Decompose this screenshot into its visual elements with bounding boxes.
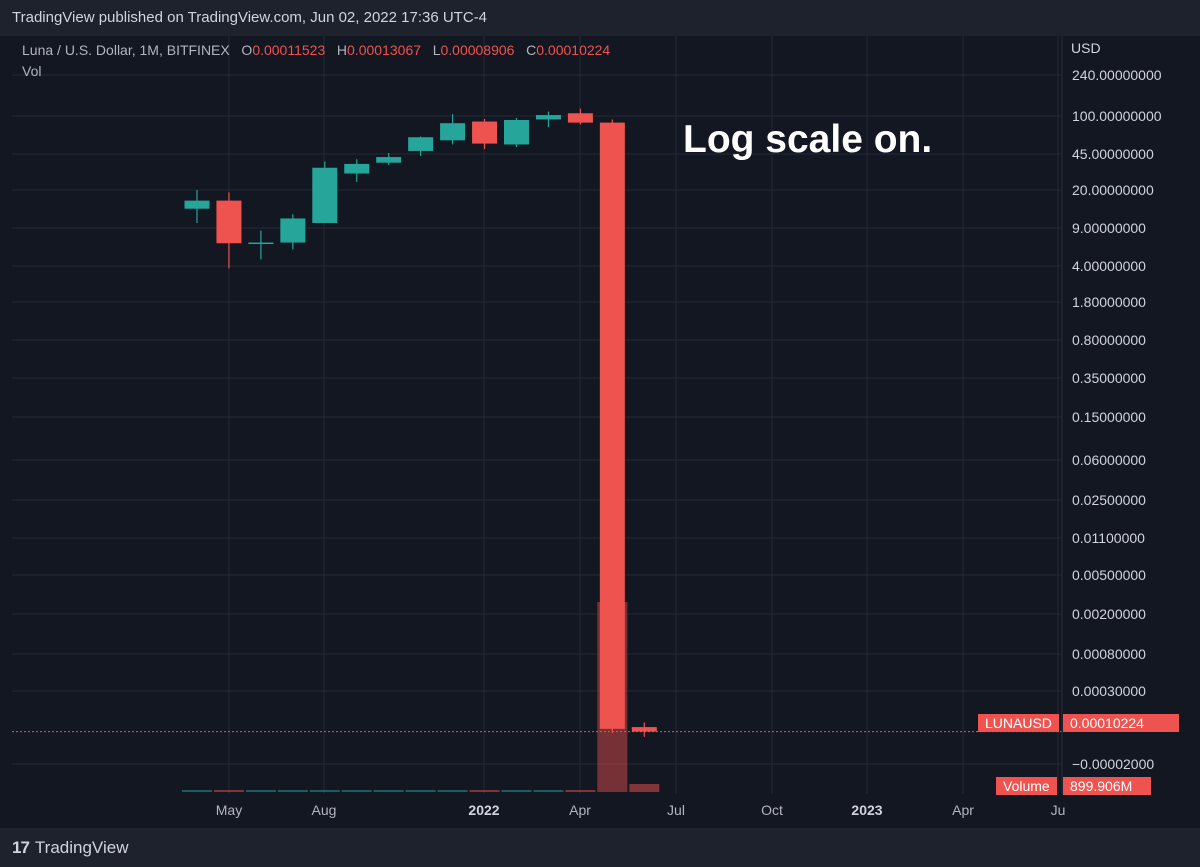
volume-bar [405, 790, 436, 792]
price-tick-label: −0.00002000 [1072, 756, 1155, 772]
candle-body [216, 200, 242, 244]
high-label: H [336, 42, 348, 58]
candle-body [248, 242, 274, 245]
price-tick-label: 0.00500000 [1072, 567, 1146, 583]
footer-bar [0, 828, 1200, 867]
candle-body [312, 167, 338, 223]
candle-body [599, 122, 625, 729]
price-tick-label: 0.02500000 [1072, 492, 1146, 508]
price-tick-label: 4.00000000 [1072, 258, 1146, 274]
volume-bar [277, 790, 308, 792]
volume-badge-label: Volume [996, 777, 1057, 795]
candle-body [376, 157, 402, 163]
symbol-badge: LUNAUSD [978, 714, 1059, 732]
candle-body [631, 727, 657, 732]
time-tick-label: May [215, 802, 243, 818]
time-tick-label: Jul [667, 802, 685, 818]
volume-bar [182, 790, 212, 792]
candle-body [408, 137, 434, 151]
price-tick-label: 0.00200000 [1072, 606, 1146, 622]
open-value: 0.00011523 [252, 42, 326, 58]
price-tick-label: 240.00000000 [1072, 67, 1162, 83]
low-value: 0.00008906 [440, 42, 515, 58]
volume-bar [565, 790, 596, 792]
price-tick-label: 0.35000000 [1072, 370, 1146, 386]
header-bar: TradingView published on TradingView.com… [0, 0, 1200, 36]
candle-body [184, 200, 210, 209]
volume-bar [469, 790, 500, 792]
time-tick-label: Ju [1050, 802, 1066, 818]
volume-bar [213, 790, 244, 792]
candle-body [567, 113, 593, 123]
time-tick-label: 2022 [468, 802, 500, 818]
price-tick-label: 9.00000000 [1072, 220, 1146, 236]
volume-bar [629, 784, 660, 792]
high-value: 0.00013067 [347, 42, 422, 58]
open-label: O [241, 42, 253, 58]
price-tick-label: 0.06000000 [1072, 452, 1146, 468]
volume-bar [437, 790, 468, 792]
candle-body [344, 163, 370, 174]
price-tick-label: 0.15000000 [1072, 409, 1146, 425]
volume-bar [501, 790, 532, 792]
volume-badge-value: 899.906M [1063, 777, 1151, 795]
time-tick-label: Apr [569, 802, 591, 818]
volume-bar [245, 790, 276, 792]
volume-bar [309, 790, 340, 792]
symbol-legend: Luna / U.S. Dollar, 1M, BITFINEX O0.0001… [22, 42, 610, 58]
price-tick-label: 45.00000000 [1072, 146, 1154, 162]
tradingview-logo-icon: 17 [12, 838, 30, 857]
price-tick-label: 0.00030000 [1072, 683, 1146, 699]
price-tick-label: 100.00000000 [1072, 108, 1162, 124]
currency-label: USD [1071, 40, 1101, 56]
volume-legend: Vol [22, 63, 42, 79]
price-tick-label: 0.80000000 [1072, 332, 1146, 348]
candle-body [472, 121, 498, 144]
candle-body [504, 119, 529, 145]
close-label: C [526, 42, 537, 58]
price-badge: 0.00010224 [1063, 714, 1179, 732]
footer-logo[interactable]: 17 TradingView [12, 838, 128, 858]
candles [184, 108, 657, 737]
time-tick-label: 2023 [851, 802, 883, 818]
annotation-text: Log scale on. [683, 118, 933, 161]
price-tick-label: 20.00000000 [1072, 182, 1154, 198]
candle-body [440, 123, 466, 141]
time-tick-label: Oct [761, 802, 783, 818]
time-tick-label: Aug [311, 802, 337, 818]
close-value: 0.00010224 [536, 42, 611, 58]
publish-info: TradingView published on TradingView.com… [12, 9, 488, 26]
grid-lines [12, 36, 1062, 794]
time-tick-label: Apr [952, 802, 974, 818]
brand-name: TradingView [34, 838, 129, 857]
candle-body [535, 115, 561, 120]
price-tick-label: 0.00080000 [1072, 646, 1146, 662]
volume-bar [533, 790, 564, 792]
symbol-title: Luna / U.S. Dollar, 1M, BITFINEX [22, 42, 230, 58]
price-tick-label: 1.80000000 [1072, 294, 1146, 310]
low-label: L [432, 42, 441, 58]
price-tick-label: 0.01100000 [1072, 530, 1145, 546]
candle-body [280, 218, 306, 243]
volume-bar [341, 790, 372, 792]
volume-bar [373, 790, 404, 792]
